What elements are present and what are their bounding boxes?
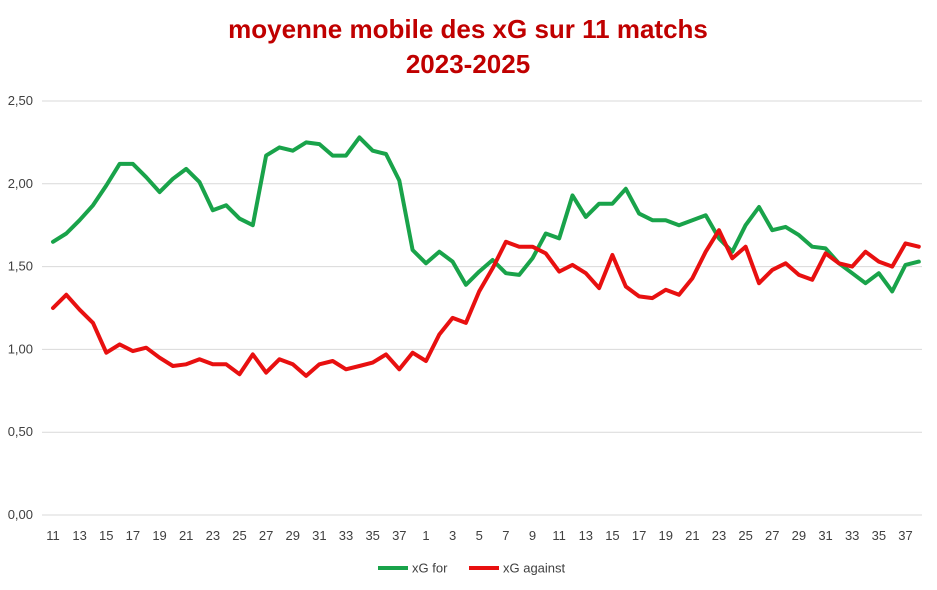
x-tick-label: 15	[605, 528, 619, 543]
y-tick-label: 1,50	[8, 259, 33, 274]
x-tick-label: 27	[765, 528, 779, 543]
x-axis-ticks: 11 13 15 17 19 21 23 25 27 29 31 33 35 37 1 3 5 7 9 11 13 15 1…	[46, 528, 912, 543]
x-tick-label: 19	[658, 528, 672, 543]
y-tick-label: 2,00	[8, 176, 33, 191]
x-tick-label: 33	[339, 528, 353, 543]
y-axis-ticks: 0,00 0,50 1,00 1,50 2,00 2,50	[8, 93, 33, 522]
x-tick-label: 23	[712, 528, 726, 543]
x-tick-label: 31	[818, 528, 832, 543]
x-tick-label: 31	[312, 528, 326, 543]
x-tick-label: 27	[259, 528, 273, 543]
x-tick-label: 29	[286, 528, 300, 543]
x-tick-label: 11	[46, 528, 60, 543]
y-tick-label: 1,00	[8, 341, 33, 356]
x-tick-label: 37	[898, 528, 912, 543]
x-tick-label: 17	[126, 528, 140, 543]
x-tick-label: 15	[99, 528, 113, 543]
x-tick-label: 5	[476, 528, 483, 543]
x-tick-label: 9	[529, 528, 536, 543]
x-tick-label: 11	[552, 528, 566, 543]
x-tick-label: 21	[179, 528, 193, 543]
x-tick-label: 1	[422, 528, 429, 543]
x-tick-label: 35	[365, 528, 379, 543]
chart-title-line-2: 2023-2025	[406, 49, 530, 79]
x-tick-label: 25	[232, 528, 246, 543]
y-tick-label: 2,50	[8, 93, 33, 108]
x-tick-label: 13	[72, 528, 86, 543]
y-tick-label: 0,00	[8, 507, 33, 522]
gridlines	[42, 100, 922, 516]
x-tick-label: 29	[792, 528, 806, 543]
x-tick-label: 19	[152, 528, 166, 543]
x-tick-label: 21	[685, 528, 699, 543]
legend: xG for xG against	[378, 561, 566, 576]
chart-title-line-1: moyenne mobile des xG sur 11 matchs	[228, 14, 708, 44]
x-tick-label: 7	[502, 528, 509, 543]
x-tick-label: 35	[872, 528, 886, 543]
series-line-xg-for	[51, 135, 921, 294]
legend-label: xG against	[503, 561, 566, 576]
x-tick-label: 23	[206, 528, 220, 543]
x-tick-label: 17	[632, 528, 646, 543]
series-line-xg-against	[51, 228, 921, 378]
x-tick-label: 13	[579, 528, 593, 543]
x-tick-label: 37	[392, 528, 406, 543]
legend-label: xG for	[412, 561, 448, 576]
x-tick-label: 3	[449, 528, 456, 543]
x-tick-label: 25	[738, 528, 752, 543]
y-tick-label: 0,50	[8, 424, 33, 439]
x-tick-label: 33	[845, 528, 859, 543]
series-lines	[51, 135, 921, 378]
